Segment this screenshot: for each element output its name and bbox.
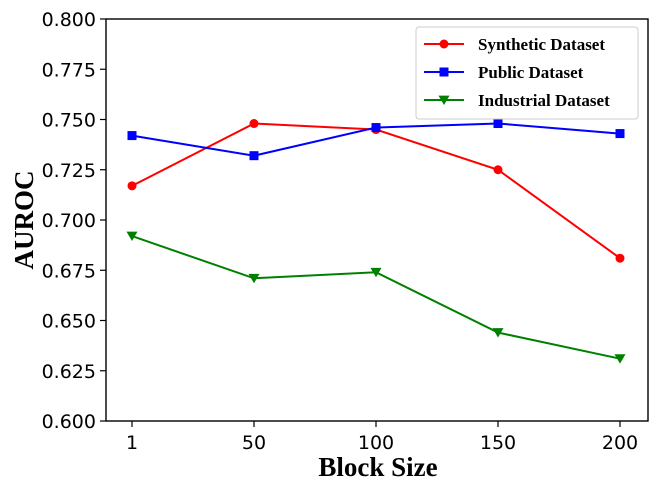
x-tick-label: 100	[358, 432, 394, 454]
series-synthetic-dataset	[127, 119, 625, 263]
data-point	[493, 165, 503, 175]
data-point	[249, 119, 259, 129]
y-tick-label: 0.775	[42, 59, 96, 81]
series-layer	[126, 119, 626, 364]
legend-label: Industrial Dataset	[478, 91, 610, 110]
legend: Synthetic Dataset Public Dataset Industria…	[415, 26, 639, 120]
data-point	[371, 123, 381, 133]
y-tick-label: 0.600	[42, 411, 96, 433]
data-point	[493, 119, 503, 129]
y-axis-title: AUROC	[9, 171, 39, 270]
y-tick-label: 0.725	[42, 160, 96, 182]
legend-item: Public Dataset	[424, 63, 584, 82]
data-point	[370, 267, 382, 278]
legend-box	[415, 26, 639, 120]
y-tick-label: 0.700	[42, 210, 96, 232]
series-public-dataset	[127, 119, 625, 161]
data-point	[126, 231, 138, 242]
legend-marker	[438, 95, 450, 105]
x-axis-title: Block Size	[318, 452, 437, 482]
legend-label: Synthetic Dataset	[478, 35, 605, 54]
data-point	[614, 354, 626, 364]
data-point	[248, 273, 260, 284]
x-tick-label: 50	[242, 432, 266, 454]
series-line	[131, 235, 621, 360]
data-point	[492, 328, 504, 338]
y-axis: 0.600 0.625 0.650 0.675 0.700 0.725 0.750 0.775…	[42, 9, 106, 433]
y-tick-label: 0.750	[42, 110, 96, 132]
x-axis: 1 50 100 150 200	[126, 421, 638, 454]
data-point	[127, 131, 137, 141]
y-tick-label: 0.650	[42, 311, 96, 333]
x-tick-label: 1	[126, 432, 138, 454]
series-line	[131, 122, 621, 259]
x-tick-label: 200	[602, 432, 638, 454]
data-point	[127, 181, 137, 191]
legend-item: Synthetic Dataset	[424, 35, 605, 54]
legend-label: Public Dataset	[478, 63, 584, 82]
y-tick-label: 0.800	[42, 9, 96, 31]
y-tick-label: 0.625	[42, 361, 96, 383]
x-tick-label: 150	[480, 432, 516, 454]
data-point	[615, 129, 625, 139]
data-point	[249, 151, 259, 161]
legend-item: Industrial Dataset	[424, 91, 610, 110]
legend-marker	[439, 67, 449, 77]
legend-marker	[439, 39, 449, 49]
data-point	[615, 253, 625, 263]
series-industrial-dataset	[126, 231, 626, 364]
y-tick-label: 0.675	[42, 260, 96, 282]
